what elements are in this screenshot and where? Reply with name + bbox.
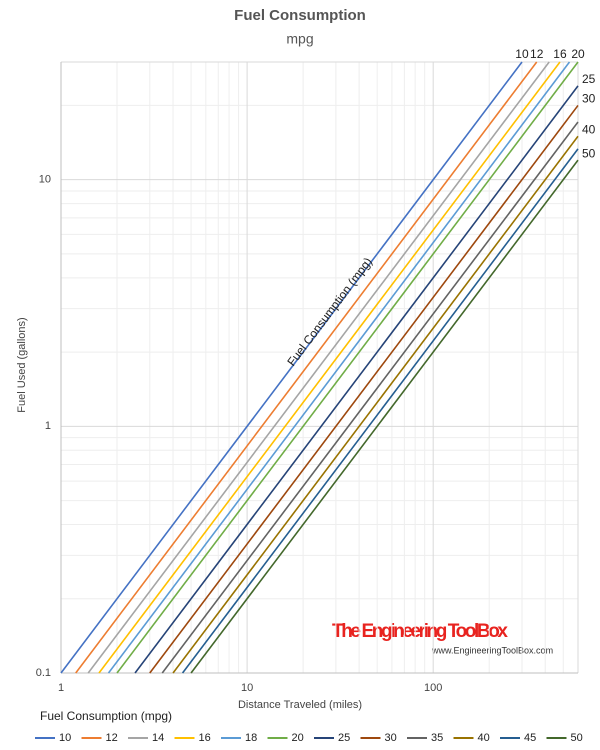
legend-label: 35: [431, 732, 443, 744]
legend-label: 12: [106, 732, 118, 744]
legend-label: 50: [571, 732, 583, 744]
watermark-url: www.EngineeringToolBox.com: [431, 645, 553, 655]
series-line: [181, 148, 579, 674]
series-line: [149, 104, 579, 674]
end-label: 10: [515, 47, 529, 61]
legend-label: 45: [524, 732, 536, 744]
legend-label: 20: [292, 732, 304, 744]
legend-label: 14: [152, 732, 164, 744]
y-axis-label: Fuel Used (gallons): [16, 317, 28, 412]
legend-title: Fuel Consumption (mpg): [40, 709, 172, 723]
watermark: The Engineering ToolBox: [332, 621, 508, 642]
end-label: 25: [582, 72, 596, 86]
series-line: [190, 159, 579, 674]
legend-label: 18: [245, 732, 257, 744]
x-tick-label: 100: [424, 682, 442, 694]
end-label: 16: [553, 47, 567, 61]
legend-label: 40: [478, 732, 490, 744]
chart-title: Fuel Consumption: [234, 7, 366, 24]
series-line: [60, 61, 523, 674]
series-line: [107, 61, 571, 674]
end-label: 50: [582, 146, 596, 160]
series-line: [134, 85, 579, 674]
end-label: 30: [582, 92, 596, 106]
series-line: [75, 61, 538, 674]
series-line: [116, 61, 579, 674]
series-line: [172, 135, 579, 674]
series-line: [87, 61, 550, 674]
x-tick-label: 10: [241, 682, 253, 694]
chart-subtitle: mpg: [286, 31, 313, 47]
series-line: [98, 61, 561, 674]
legend-label: 16: [199, 732, 211, 744]
x-axis-label: Distance Traveled (miles): [238, 699, 362, 711]
legend-label: 25: [338, 732, 350, 744]
legend-label: 10: [59, 732, 71, 744]
end-label: 12: [530, 47, 544, 61]
x-tick-label: 1: [58, 682, 64, 694]
y-tick-label: 10: [39, 174, 51, 186]
legend-label: 30: [385, 732, 397, 744]
end-label: 20: [571, 47, 585, 61]
end-label: 40: [582, 122, 596, 136]
y-tick-label: 0.1: [36, 667, 51, 679]
series-line: [161, 121, 579, 674]
y-tick-label: 1: [45, 420, 51, 432]
